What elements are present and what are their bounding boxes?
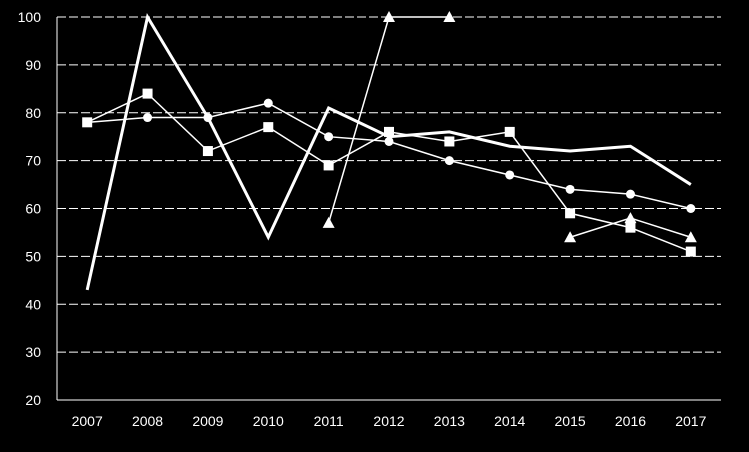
y-tick-label: 30 xyxy=(25,344,41,360)
square-marker xyxy=(504,126,515,137)
y-tick-label: 60 xyxy=(25,201,41,217)
circle-marker xyxy=(324,132,334,142)
x-tick-label: 2010 xyxy=(253,413,284,429)
circle-marker xyxy=(384,136,394,146)
series-2 xyxy=(82,88,696,257)
circle-marker xyxy=(686,204,696,213)
triangle-marker xyxy=(443,11,456,22)
square-marker xyxy=(384,126,394,137)
series-4 xyxy=(322,11,697,243)
x-tick-label: 2015 xyxy=(555,413,586,429)
x-tick-label: 2007 xyxy=(72,413,103,429)
series-1 xyxy=(85,13,692,291)
square-marker xyxy=(565,208,576,219)
square-marker xyxy=(263,122,274,133)
triangle-marker xyxy=(322,216,335,228)
triangle-marker xyxy=(564,231,577,243)
circle-marker xyxy=(565,184,575,194)
series-3 xyxy=(82,98,696,213)
y-tick-label: 20 xyxy=(25,392,41,408)
circle-marker xyxy=(444,156,454,166)
y-tick-label: 70 xyxy=(25,153,41,169)
square-marker xyxy=(444,136,455,147)
circle-marker xyxy=(625,189,635,199)
circle-marker xyxy=(82,117,92,127)
y-tick-label: 40 xyxy=(25,296,41,312)
x-tick-label: 2013 xyxy=(434,413,465,429)
x-tick-label: 2014 xyxy=(494,413,525,429)
circle-marker xyxy=(263,98,273,108)
series-line xyxy=(327,16,450,224)
triangle-marker xyxy=(383,11,395,22)
square-marker xyxy=(625,222,636,233)
series-line xyxy=(87,102,691,210)
square-marker xyxy=(323,160,334,171)
circle-marker xyxy=(143,113,153,123)
x-tick-label: 2016 xyxy=(615,413,646,429)
triangle-marker xyxy=(624,212,637,224)
y-tick-label: 80 xyxy=(25,105,41,121)
x-tick-label: 2011 xyxy=(314,413,344,429)
circle-marker xyxy=(203,113,213,123)
y-tick-label: 100 xyxy=(18,9,42,25)
series-group xyxy=(82,11,697,291)
square-marker xyxy=(142,88,153,99)
square-marker xyxy=(202,146,213,157)
series-line xyxy=(85,13,692,291)
y-tick-label: 90 xyxy=(25,57,41,73)
triangle-marker xyxy=(684,231,697,243)
x-tick-label: 2012 xyxy=(373,413,404,429)
x-tick-label: 2009 xyxy=(192,413,223,429)
y-tick-labels: 20 30 40 50 60 70 80 90 100 xyxy=(18,9,42,408)
y-tick-label: 50 xyxy=(25,248,41,264)
square-marker xyxy=(685,246,696,257)
x-tick-label: 2017 xyxy=(675,413,706,429)
x-tick-label: 2008 xyxy=(132,413,163,429)
x-tick-labels: 2007 2008 2009 2010 2011 2012 2013 2014 2015 2016… xyxy=(72,413,707,429)
circle-marker xyxy=(505,170,515,180)
grid-lines xyxy=(57,16,721,353)
